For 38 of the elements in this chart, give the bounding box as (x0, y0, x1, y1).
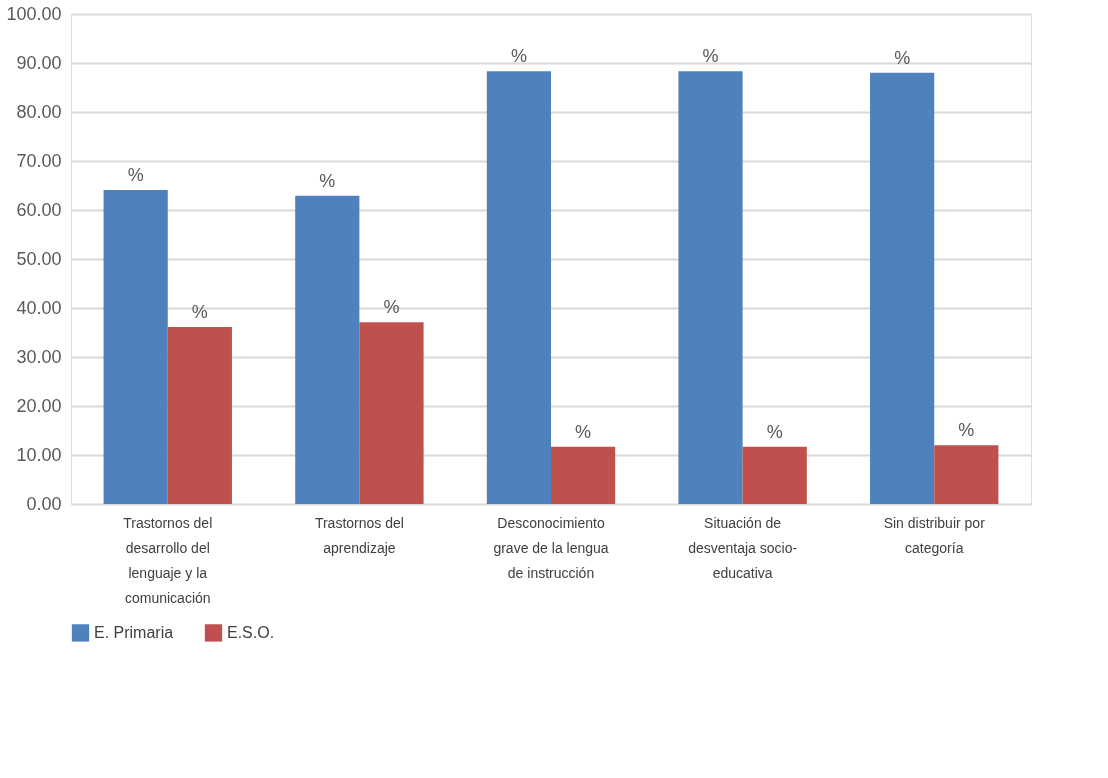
x-tick-label: Trastornos del aprendizaje (314, 514, 404, 556)
data-label: % (575, 421, 592, 442)
x-tick-label: Sin distribuir por categoría (883, 514, 986, 556)
data-label: % (702, 46, 719, 67)
x-tick-label: Situación de desventaja socio-educativa (688, 514, 798, 581)
bar (295, 195, 360, 504)
y-tick-label: 40.00 (16, 297, 62, 318)
bar (103, 189, 168, 504)
data-label: % (510, 46, 527, 67)
data-label: % (127, 164, 144, 185)
bar (934, 445, 999, 504)
x-tick-label: Desconocimiento grave de la lengua de instrucción (493, 514, 609, 581)
bar (742, 446, 807, 504)
y-tick-label: 10.00 (16, 444, 62, 465)
y-tick-label: 80.00 (16, 101, 62, 122)
y-tick-label: 0.00 (26, 493, 62, 514)
y-tick-label: 70.00 (16, 150, 62, 171)
y-tick-label: 60.00 (16, 199, 62, 220)
bar (486, 71, 551, 504)
bar (359, 322, 424, 504)
data-label: % (383, 297, 400, 318)
data-label: % (958, 420, 975, 441)
x-tick-label: Trastornos del desarrollo del lenguaje y la comunicación (123, 514, 213, 606)
bar (167, 327, 232, 504)
bar (551, 446, 616, 504)
y-tick-label: 100.00 (6, 3, 62, 24)
data-label: % (894, 47, 911, 68)
bar (678, 71, 743, 504)
legend-label: E. Primaria (94, 623, 174, 641)
legend-label: E.S.O. (227, 623, 275, 641)
y-tick-label: 50.00 (16, 248, 62, 269)
data-label: % (319, 170, 336, 191)
bar (870, 72, 935, 504)
y-tick-label: 20.00 (16, 395, 62, 416)
y-tick-label: 90.00 (16, 52, 62, 73)
data-label: % (766, 421, 783, 442)
data-label: % (191, 302, 208, 323)
y-tick-label: 30.00 (16, 346, 62, 367)
